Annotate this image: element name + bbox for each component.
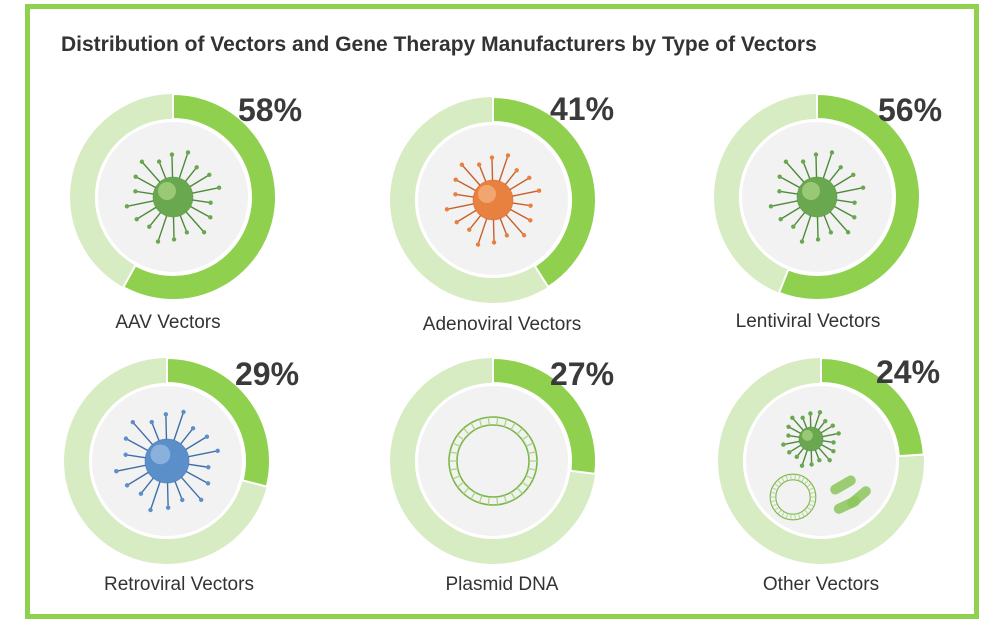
donut-svg <box>70 92 277 301</box>
green-virus-icon <box>768 150 866 244</box>
virus-icon <box>781 410 841 468</box>
virus-icon <box>768 150 866 244</box>
inner-disc <box>418 386 568 536</box>
donut-chart-plasmid: 27% Plasmid DNA <box>378 356 614 606</box>
donut-chart-lentiviral: 56% Lentiviral Vectors <box>702 92 942 342</box>
donut-chart-adenoviral: 41% Adenoviral Vectors <box>378 91 614 345</box>
category-label: Lentiviral Vectors <box>735 311 881 332</box>
category-label: Plasmid DNA <box>445 574 559 595</box>
percent-label: 58% <box>238 92 303 128</box>
orange-virus-icon <box>444 153 542 247</box>
donut-svg <box>714 92 921 301</box>
blue-virus-icon <box>114 409 220 513</box>
donut-svg <box>64 356 271 564</box>
virus-icon <box>114 409 220 513</box>
virus-icon <box>444 153 542 247</box>
category-label: Other Vectors <box>762 574 880 595</box>
plasmid-dna-icon <box>769 473 817 521</box>
bacteria-icon <box>830 475 871 514</box>
donut-chart-other: 24% Other Vectors <box>706 354 940 606</box>
percent-label: 41% <box>550 91 615 127</box>
donut-svg <box>390 356 597 564</box>
donut-svg <box>718 356 925 564</box>
percent-label: 29% <box>235 356 300 392</box>
chart-title: Distribution of Vectors and Gene Therapy… <box>61 33 817 56</box>
plasmid-dna-icon <box>448 416 538 506</box>
donut-chart-retroviral: 29% Retroviral Vectors <box>52 356 299 606</box>
value-arc <box>492 95 597 289</box>
green-virus-icon <box>124 150 222 244</box>
donut-chart-aav: 58% AAV Vectors <box>58 92 302 342</box>
virus-icon <box>124 150 222 244</box>
virus-plasmid-bacteria-icon <box>769 410 871 521</box>
percent-label: 27% <box>550 356 615 392</box>
plasmid-dna-icon <box>448 416 538 506</box>
category-label: AAV Vectors <box>115 312 221 333</box>
category-label: Adenoviral Vectors <box>422 314 582 335</box>
category-label: Retroviral Vectors <box>104 574 254 595</box>
percent-label: 24% <box>876 354 941 390</box>
percent-label: 56% <box>878 92 943 128</box>
donut-svg <box>390 95 597 303</box>
